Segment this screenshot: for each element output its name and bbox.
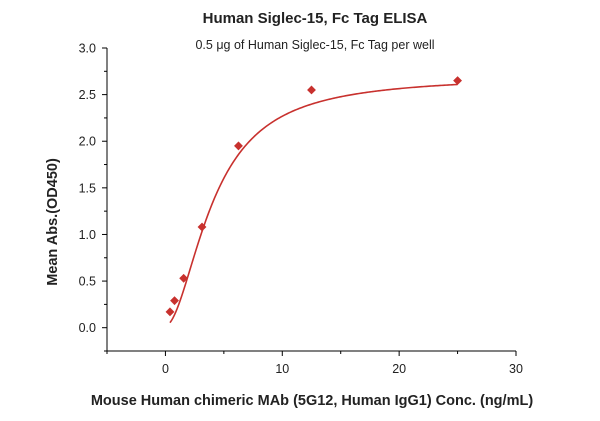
- fit-curve: [169, 83, 458, 324]
- data-point: [179, 273, 189, 283]
- y-tick-label: 2.0: [79, 135, 96, 149]
- y-tick-label: 0.0: [79, 321, 96, 335]
- data-point: [197, 222, 207, 232]
- y-tick-label: 0.5: [79, 275, 96, 289]
- x-tick-label: 0: [162, 362, 169, 376]
- x-tick-label: 20: [392, 362, 406, 376]
- data-point: [165, 307, 175, 317]
- chart-subtitle: 0.5 μg of Human Siglec-15, Fc Tag per we…: [195, 38, 434, 52]
- fit-curve-group: [169, 83, 458, 324]
- data-point: [170, 296, 179, 306]
- data-points: [165, 76, 462, 317]
- y-tick-label: 3.0: [79, 42, 96, 56]
- y-tick-label: 1.0: [79, 228, 96, 242]
- data-point: [453, 76, 462, 86]
- data-point: [307, 85, 316, 95]
- x-tick-label: 10: [275, 362, 289, 376]
- y-tick-label: 2.5: [79, 88, 96, 102]
- y-axis-label: Mean Abs.(OD450): [45, 158, 61, 286]
- chart-title: Human Siglec-15, Fc Tag ELISA: [203, 10, 428, 27]
- axes: 0 10 20 30 0.0 0.5 1.0 1.5 2.0 2.5 3.0: [79, 42, 523, 377]
- data-point: [234, 141, 243, 151]
- x-tick-label: 30: [509, 362, 523, 376]
- y-tick-label: 1.5: [79, 181, 96, 195]
- x-axis-label: Mouse Human chimeric MAb (5G12, Human Ig…: [91, 393, 533, 409]
